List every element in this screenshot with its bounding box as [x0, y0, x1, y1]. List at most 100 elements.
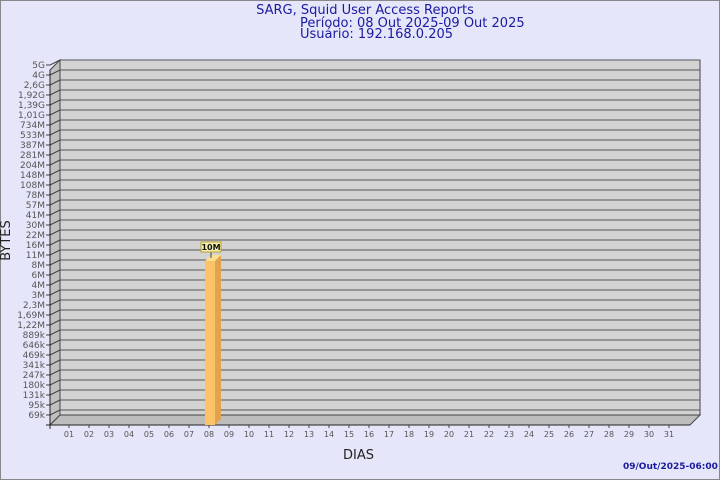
y-tick-label: 469k [23, 351, 46, 361]
x-tick-label: 16 [364, 430, 374, 439]
y-tick-diagonal [49, 279, 61, 286]
y-tick-label: 2,3M [23, 301, 45, 311]
y-tick-label: 4M [32, 281, 46, 291]
y-tick-label: 1,69M [17, 311, 45, 321]
y-tick-diagonal [49, 139, 61, 146]
y-tick-label: 16M [26, 241, 45, 251]
y-tick-diagonal [49, 59, 61, 66]
y-tick-label: 533M [20, 131, 45, 141]
x-tick-label: 25 [544, 430, 554, 439]
y-tick-label: 69k [28, 411, 45, 421]
y-tick-diagonal [49, 239, 61, 246]
y-tick-diagonal [49, 69, 61, 76]
y-tick-diagonal [49, 249, 61, 256]
y-tick-diagonal [49, 369, 61, 376]
y-tick-label: 6M [32, 271, 46, 281]
x-tick-label: 11 [264, 430, 274, 439]
x-tick-label: 31 [664, 430, 674, 439]
y-tick-label: 4G [32, 71, 45, 81]
y-tick-label: 41M [26, 211, 45, 221]
y-tick-label: 281M [20, 151, 45, 161]
y-tick-diagonal [49, 319, 61, 326]
y-tick-diagonal [49, 409, 61, 416]
y-tick-label: 108M [20, 181, 45, 191]
y-tick-label: 1,92G [18, 91, 45, 101]
x-tick-label: 22 [484, 430, 494, 439]
x-tick-label: 01 [64, 430, 74, 439]
x-tick-label: 17 [384, 430, 394, 439]
y-tick-diagonal [49, 399, 61, 406]
y-tick-diagonal [49, 189, 61, 196]
y-tick-label: 180k [23, 381, 46, 391]
y-tick-diagonal [49, 109, 61, 116]
x-tick-label: 14 [324, 430, 334, 439]
bar-side [215, 254, 221, 425]
footer-timestamp: 09/Out/2025-06:00 [623, 462, 718, 472]
y-tick-label: 148M [20, 171, 45, 181]
y-tick-diagonal [49, 169, 61, 176]
y-tick-label: 5G [32, 61, 45, 71]
y-tick-diagonal [49, 359, 61, 366]
y-tick-label: 734M [20, 121, 45, 131]
y-tick-label: 95k [28, 401, 45, 411]
y-tick-label: 2,6G [24, 81, 45, 91]
x-tick-label: 26 [564, 430, 574, 439]
y-tick-diagonal [49, 229, 61, 236]
chart-title: SARG, Squid User Access Reports [256, 3, 474, 18]
y-tick-diagonal [49, 379, 61, 386]
y-tick-label: 11M [26, 251, 45, 261]
x-tick-label: 15 [344, 430, 354, 439]
y-tick-diagonal [49, 339, 61, 346]
x-tick-label: 09 [224, 430, 234, 439]
y-tick-diagonal [49, 329, 61, 336]
x-tick-label: 27 [584, 430, 594, 439]
y-tick-label: 387M [20, 141, 45, 151]
y-tick-diagonal [49, 259, 61, 266]
y-tick-label: 889k [23, 331, 46, 341]
bar-front [205, 260, 215, 425]
y-tick-label: 22M [26, 231, 45, 241]
y-tick-label: 1,01G [18, 111, 45, 121]
x-tick-label: 30 [644, 430, 654, 439]
x-axis-label: DIAS [343, 448, 374, 463]
x-tick-label: 07 [184, 430, 194, 439]
plot-back-wall [59, 59, 701, 416]
x-tick-label: 21 [464, 430, 474, 439]
x-tick-label: 04 [124, 430, 134, 439]
y-tick-label: 131k [23, 391, 46, 401]
y-tick-diagonal [49, 79, 61, 86]
y-tick-diagonal [49, 199, 61, 206]
x-tick-label: 05 [144, 430, 154, 439]
x-tick-label: 06 [164, 430, 174, 439]
data-label: 10M [201, 243, 220, 252]
bar-top [205, 254, 221, 261]
x-tick-label: 13 [304, 430, 314, 439]
x-tick-label: 23 [504, 430, 514, 439]
y-tick-label: 57M [26, 201, 45, 211]
y-tick-diagonal [49, 149, 61, 156]
x-tick-label: 10 [244, 430, 254, 439]
y-tick-label: 78M [26, 191, 45, 201]
y-tick-label: 1,22M [17, 321, 45, 331]
x-tick-label: 08 [204, 430, 214, 439]
x-tick-label: 28 [604, 430, 614, 439]
y-tick-diagonal [49, 99, 61, 106]
y-tick-label: 30M [26, 221, 45, 231]
x-tick-label: 19 [424, 430, 434, 439]
y-tick-diagonal [49, 159, 61, 166]
y-tick-diagonal [49, 209, 61, 216]
x-tick-label: 12 [284, 430, 294, 439]
y-tick-label: 341k [23, 361, 46, 371]
chart-period: Período: 08 Out 2025-09 Out 2025 [300, 16, 525, 31]
x-tick-label: 24 [524, 430, 534, 439]
x-tick-label: 29 [624, 430, 634, 439]
data-label-box [200, 241, 222, 253]
y-tick-diagonal [49, 349, 61, 356]
x-tick-label: 18 [404, 430, 414, 439]
y-tick-diagonal [49, 179, 61, 186]
y-tick-diagonal [49, 289, 61, 296]
x-tick-label: 03 [104, 430, 114, 439]
x-tick-label: 20 [444, 430, 454, 439]
y-tick-diagonal [49, 119, 61, 126]
